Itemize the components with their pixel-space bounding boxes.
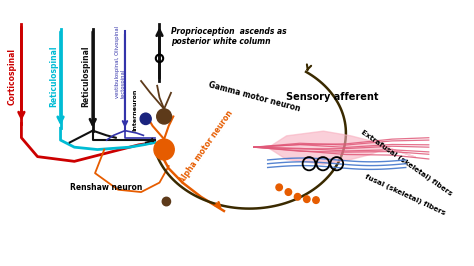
Circle shape xyxy=(313,197,319,203)
Text: Renshaw neuron: Renshaw neuron xyxy=(70,183,142,192)
Circle shape xyxy=(157,109,172,124)
Text: Corticospinal: Corticospinal xyxy=(8,48,17,105)
Text: Reticulospinal: Reticulospinal xyxy=(81,45,90,107)
Text: Reticulospinal: Reticulospinal xyxy=(49,45,58,107)
Circle shape xyxy=(162,197,171,206)
Text: vestibulospinal, Olivospinal
tectospinal: vestibulospinal, Olivospinal tectospinal xyxy=(115,26,126,98)
Circle shape xyxy=(303,196,310,202)
Text: Interneuron: Interneuron xyxy=(132,88,137,131)
Circle shape xyxy=(285,189,292,195)
Circle shape xyxy=(140,113,151,124)
Circle shape xyxy=(276,184,283,191)
Text: Alpha motor neuron: Alpha motor neuron xyxy=(178,108,235,185)
Text: Gamma motor neuron: Gamma motor neuron xyxy=(208,81,301,114)
Text: Extrafusal (skeletal) fibers: Extrafusal (skeletal) fibers xyxy=(360,129,453,197)
Text: Proprioception  ascends as
posterior white column: Proprioception ascends as posterior whit… xyxy=(171,27,287,46)
Text: Sensory afferent: Sensory afferent xyxy=(286,92,379,102)
Text: fusal (skeletal) fibers: fusal (skeletal) fibers xyxy=(365,173,447,216)
Circle shape xyxy=(154,139,174,160)
Circle shape xyxy=(294,193,301,200)
